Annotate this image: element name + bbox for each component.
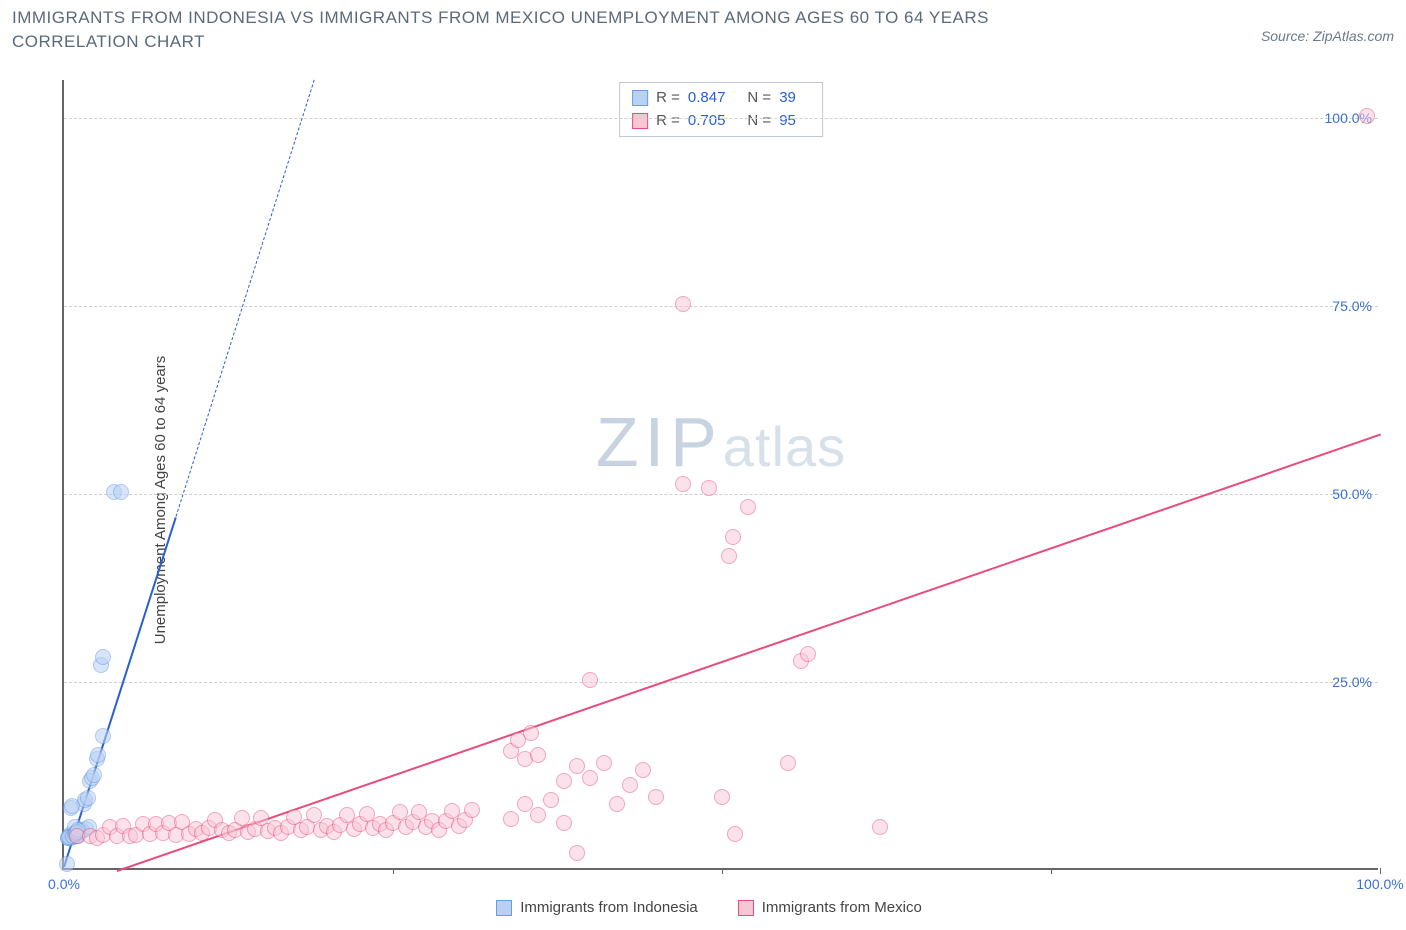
chart-title: IMMIGRANTS FROM INDONESIA VS IMMIGRANTS …	[12, 6, 1112, 54]
data-point	[596, 755, 612, 771]
data-point	[543, 792, 559, 808]
y-tick-label: 50.0%	[1332, 486, 1372, 502]
data-point	[648, 789, 664, 805]
legend-item: Immigrants from Mexico	[738, 899, 922, 916]
data-point	[517, 796, 533, 812]
data-point	[609, 796, 625, 812]
stat-r-value: 0.705	[688, 110, 726, 133]
stat-n-value: 95	[779, 110, 796, 133]
header-row: IMMIGRANTS FROM INDONESIA VS IMMIGRANTS …	[12, 6, 1394, 54]
stat-r-label: R =	[656, 110, 680, 133]
data-point	[80, 790, 96, 806]
gridline-h	[64, 306, 1378, 307]
data-point	[582, 770, 598, 786]
data-point	[569, 758, 585, 774]
data-point	[582, 672, 598, 688]
stat-r-value: 0.847	[688, 87, 726, 110]
data-point	[701, 480, 717, 496]
y-tick-label: 25.0%	[1332, 674, 1372, 690]
data-point	[622, 777, 638, 793]
data-point	[86, 767, 102, 783]
stat-n-label: N =	[747, 110, 771, 133]
data-point	[800, 646, 816, 662]
data-point	[59, 856, 75, 872]
data-point	[714, 789, 730, 805]
data-point	[556, 773, 572, 789]
x-tick-label: 100.0%	[1356, 876, 1403, 892]
data-point	[721, 548, 737, 564]
data-point	[530, 747, 546, 763]
stats-legend-box: R = 0.847 N = 39 R = 0.705 N = 95	[619, 82, 823, 137]
legend-item: Immigrants from Indonesia	[496, 899, 698, 916]
x-tick-label: 0.0%	[48, 876, 80, 892]
x-tick-mark	[1380, 868, 1381, 874]
data-point	[523, 725, 539, 741]
stats-row: R = 0.705 N = 95	[632, 110, 810, 133]
y-tick-label: 75.0%	[1332, 298, 1372, 314]
data-point	[675, 476, 691, 492]
data-point	[872, 819, 888, 835]
legend-label: Immigrants from Indonesia	[520, 899, 698, 916]
regression-line-dashed	[175, 80, 314, 517]
data-point	[727, 826, 743, 842]
data-point	[503, 811, 519, 827]
x-tick-mark	[393, 868, 394, 874]
data-point	[1359, 108, 1375, 124]
gridline-h	[64, 682, 1378, 683]
data-point	[113, 484, 129, 500]
x-axis-legend: Immigrants from Indonesia Immigrants from…	[24, 899, 1394, 916]
data-point	[90, 747, 106, 763]
legend-swatch	[632, 90, 648, 106]
legend-swatch	[738, 900, 754, 916]
data-point	[635, 762, 651, 778]
data-point	[569, 845, 585, 861]
gridline-h	[64, 494, 1378, 495]
data-point	[740, 499, 756, 515]
stats-row: R = 0.847 N = 39	[632, 87, 810, 110]
legend-label: Immigrants from Mexico	[762, 899, 922, 916]
regression-line	[63, 517, 177, 867]
x-tick-mark	[1051, 868, 1052, 874]
data-point	[95, 649, 111, 665]
data-point	[780, 755, 796, 771]
scatter-plot: ZIPatlas R = 0.847N = 39R = 0.705N = 95 …	[62, 80, 1378, 870]
gridline-h	[64, 118, 1378, 119]
data-point	[64, 798, 80, 814]
data-point	[725, 529, 741, 545]
stat-n-value: 39	[779, 87, 796, 110]
watermark: ZIPatlas	[596, 402, 846, 482]
data-point	[530, 807, 546, 823]
legend-swatch	[632, 113, 648, 129]
legend-swatch	[496, 900, 512, 916]
stat-r-label: R =	[656, 87, 680, 110]
data-point	[464, 802, 480, 818]
stat-n-label: N =	[747, 87, 771, 110]
x-tick-mark	[722, 868, 723, 874]
data-point	[556, 815, 572, 831]
plot-area: Unemployment Among Ages 60 to 64 years Z…	[24, 80, 1394, 920]
data-point	[95, 728, 111, 744]
data-point	[675, 296, 691, 312]
source-attribution: Source: ZipAtlas.com	[1261, 28, 1394, 44]
